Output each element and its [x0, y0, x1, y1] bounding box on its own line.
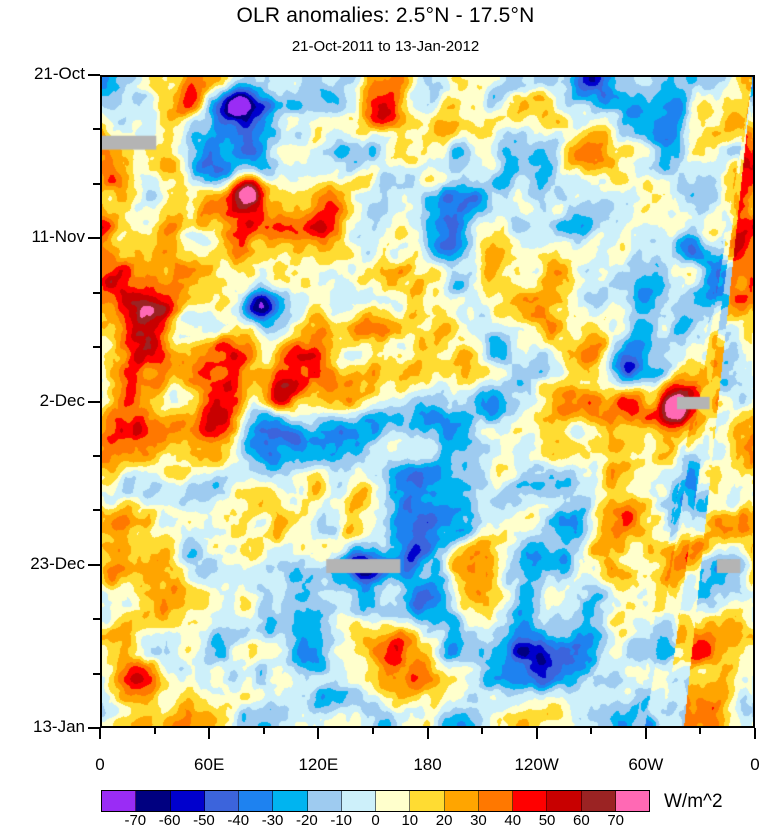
colorbar-swatch[interactable] [307, 791, 342, 811]
x-tick-minor [481, 728, 484, 734]
colorbar-tick-label: -10 [330, 812, 353, 829]
colorbar-swatch[interactable] [204, 791, 239, 811]
x-tick-major [426, 728, 429, 739]
colorbar-swatch[interactable] [547, 791, 582, 811]
colorbar-swatch[interactable] [102, 791, 137, 811]
colorbar-tick-label: 10 [401, 812, 419, 829]
y-tick-minor [93, 128, 100, 131]
colorbar-tick-label: 0 [371, 812, 380, 829]
y-tick-minor [93, 509, 100, 512]
colorbar-tick-label: -70 [124, 812, 147, 829]
x-tick-major [535, 728, 538, 739]
x-tick-minor [153, 728, 156, 734]
colorbar-tick-label: -20 [296, 812, 318, 829]
y-axis-label: 21-Oct [33, 64, 85, 83]
x-tick-major [644, 728, 647, 739]
colorbar-swatch[interactable] [136, 791, 171, 811]
colorbar-tick-label: 40 [504, 812, 522, 829]
colorbar-swatch[interactable] [170, 791, 205, 811]
y-tick-major [88, 563, 100, 566]
y-tick-major [88, 400, 100, 403]
x-tick-minor [590, 728, 593, 734]
colorbar-units-label: W/m^2 [664, 791, 723, 812]
colorbar-tick-label: 70 [607, 812, 625, 829]
x-axis-label: 0 [750, 755, 760, 774]
x-tick-major [317, 728, 320, 739]
colorbar-tick-label: -60 [158, 812, 181, 829]
y-tick-minor [93, 672, 100, 675]
y-tick-major [88, 727, 100, 729]
x-tick-minor [699, 728, 702, 734]
y-axis: 21-Oct 11-Nov 2-Dec 23-Dec 13-Jan [0, 0, 85, 830]
y-tick-minor [93, 291, 100, 294]
y-axis-label: 2-Dec [39, 390, 85, 410]
colorbar-tick-label: -50 [193, 812, 215, 829]
x-tick-major [754, 728, 756, 739]
y-tick-major [88, 74, 100, 76]
x-tick-minor [371, 728, 374, 734]
colorbar-tick-label: 30 [470, 812, 487, 829]
y-axis-label: 23-Dec [30, 553, 85, 573]
x-axis-label: 120E [298, 755, 339, 774]
colorbar-swatch[interactable] [581, 791, 616, 811]
colorbar-tick-label: 50 [538, 812, 556, 829]
colorbar-tick-label: -30 [261, 812, 284, 829]
x-axis-label: 60E [194, 755, 225, 774]
x-axis-label: 60W [628, 755, 664, 774]
y-tick-minor [93, 618, 100, 621]
colorbar-swatch[interactable] [513, 791, 548, 811]
colorbar-swatch[interactable] [444, 791, 479, 811]
x-axis-label: 120W [514, 755, 559, 774]
y-tick-major [88, 237, 100, 240]
hovmoller-plot-area [100, 75, 755, 728]
colorbar-swatch[interactable] [478, 791, 513, 811]
y-axis-label: 11-Nov [31, 227, 85, 247]
page-title: OLR anomalies: 2.5°N - 17.5°N [236, 4, 535, 27]
olr-anomaly-contour-field [102, 77, 753, 726]
colorbar-tick-label: 60 [573, 812, 590, 829]
x-tick-major [99, 728, 101, 739]
colorbar-swatch[interactable] [341, 791, 376, 811]
x-axis-label: 0 [95, 755, 105, 774]
colorbar-swatch[interactable] [376, 791, 411, 811]
colorbar-tick-label: 20 [435, 812, 453, 829]
y-tick-minor [93, 346, 100, 349]
y-axis-label: 13-Jan [33, 717, 85, 736]
y-tick-minor [93, 182, 100, 185]
colorbar-swatch[interactable] [615, 791, 649, 811]
colorbar-swatch[interactable] [410, 791, 445, 811]
x-axis-label: 180 [413, 755, 442, 774]
colorbar-swatch[interactable] [239, 791, 274, 811]
colorbar[interactable] [101, 790, 650, 812]
colorbar-tick-label: -40 [227, 812, 250, 829]
colorbar-ticks: -70 -60 -50 -40 -30 -20 -10 0 10 20 30 40 50 60 70 [101, 812, 650, 832]
page-subtitle: 21-Oct-2011 to 13-Jan-2012 [291, 38, 480, 55]
x-tick-major [208, 728, 211, 739]
x-tick-minor [262, 728, 265, 734]
y-tick-minor [93, 454, 100, 457]
colorbar-swatch[interactable] [273, 791, 308, 811]
